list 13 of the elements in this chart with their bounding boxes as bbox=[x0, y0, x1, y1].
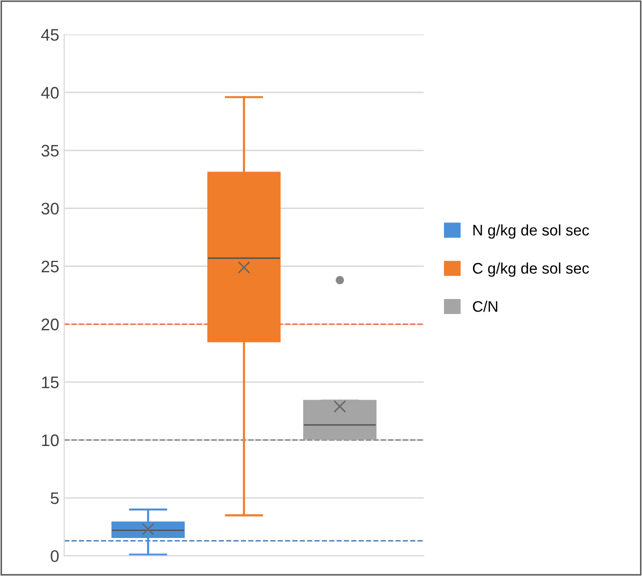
legend-label: N g/kg de sol sec bbox=[473, 224, 589, 239]
legend-label: C/N bbox=[472, 300, 498, 312]
y-tick-label: 45 bbox=[41, 29, 59, 41]
y-tick-label: 5 bbox=[50, 492, 59, 504]
y-tick-label: 15 bbox=[42, 376, 59, 388]
legend-label: C g/kg de sol sec bbox=[472, 262, 589, 277]
y-tick-label: 30 bbox=[41, 202, 59, 215]
y-tick-label: 25 bbox=[42, 260, 59, 272]
y-tick-label: 0 bbox=[50, 550, 59, 562]
y-tick-label: 20 bbox=[42, 318, 59, 330]
y-tick-label: 10 bbox=[42, 434, 59, 446]
y-tick-label: 40 bbox=[41, 86, 59, 99]
y-tick-label: 35 bbox=[41, 144, 59, 157]
